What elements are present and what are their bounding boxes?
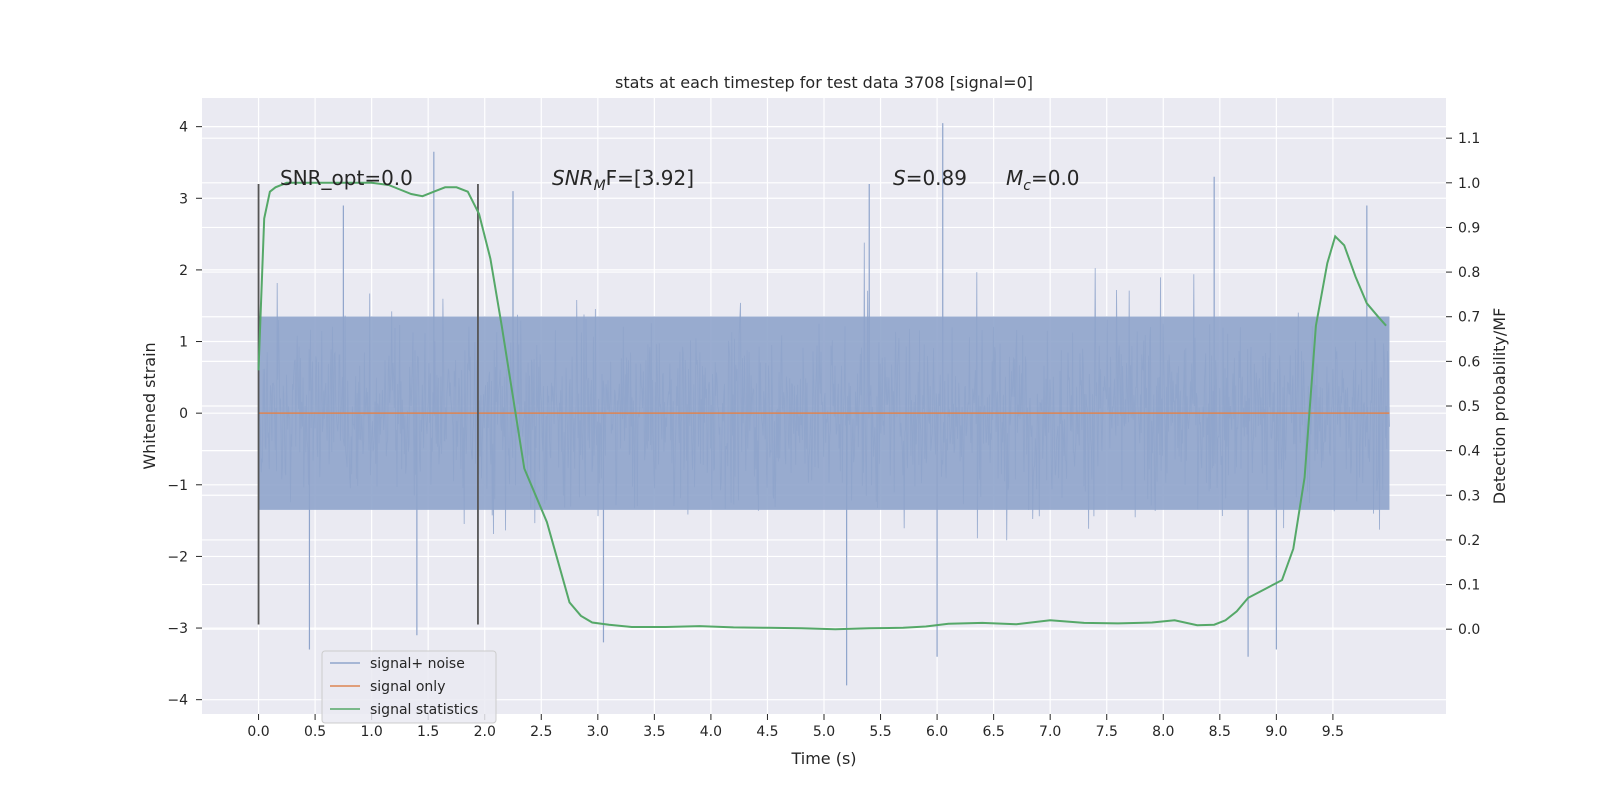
s-annotation: S=0.89: [893, 166, 967, 190]
x-tick-label: 3.0: [587, 724, 609, 740]
right-y-tick-label: 0.6: [1458, 354, 1480, 370]
y-tick-label: −4: [167, 693, 188, 709]
vertical-markers: [257, 183, 479, 625]
right-y-tick-label: 1.0: [1458, 176, 1480, 192]
x-tick-label: 2.0: [474, 724, 496, 740]
right-y-tick-label: 0.7: [1458, 310, 1480, 326]
x-tick-label: 1.5: [417, 724, 439, 740]
x-tick-label: 9.5: [1322, 724, 1344, 740]
x-tick-label: 5.5: [869, 724, 891, 740]
right-y-axis-label: Detection probability/MF: [1490, 308, 1509, 505]
right-y-tick-label: 0.8: [1458, 265, 1480, 281]
legend-label-signal-noise: signal+ noise: [370, 656, 465, 672]
x-tick-label: 8.0: [1152, 724, 1174, 740]
x-tick-label: 8.5: [1209, 724, 1231, 740]
legend: signal+ noise signal only signal statist…: [321, 650, 497, 724]
x-tick-label: 2.5: [530, 724, 552, 740]
snr-mf-annotation: SNRMF=[3.92]: [552, 166, 694, 194]
mc-subscript: c: [1023, 178, 1031, 194]
snr-mf-symbol: SNR: [552, 166, 594, 190]
legend-label-signal-only: signal only: [370, 679, 445, 695]
x-tick-label: 7.0: [1039, 724, 1061, 740]
x-tick-label: 0.0: [247, 724, 269, 740]
mc-symbol: M: [1006, 166, 1023, 190]
right-y-tick-label: 0.9: [1458, 220, 1480, 236]
snr-mf-subscript: M: [594, 178, 606, 194]
snr-opt-annotation: SNR_opt=0.0: [280, 166, 413, 190]
y-tick-label: 3: [179, 191, 188, 207]
legend-box: [321, 650, 497, 724]
x-axis-ticks: 0.0 0.5 1.0 1.5 2.0 2.5 3.0 3.5 4.0 4.5 5.0 5.5 6.0 6…: [247, 714, 1344, 740]
legend-label-signal-statistics: signal statistics: [370, 702, 478, 718]
snr-mf-value: F=[3.92]: [606, 166, 694, 190]
signal-statistics-line: [257, 181, 1387, 631]
x-tick-label: 4.5: [756, 724, 778, 740]
mc-value: =0.0: [1031, 166, 1080, 190]
right-y-tick-label: 0.1: [1458, 578, 1480, 594]
x-axis-label: Time (s): [790, 749, 856, 768]
right-y-tick-label: 1.1: [1458, 131, 1480, 147]
x-tick-label: 0.5: [304, 724, 326, 740]
right-y-tick-label: 0.4: [1458, 444, 1480, 460]
y-tick-label: −3: [167, 621, 188, 637]
right-y-tick-label: 0.2: [1458, 533, 1480, 549]
y-tick-label: 0: [179, 406, 188, 422]
mc-annotation: Mc=0.0: [1006, 166, 1080, 194]
x-tick-label: 3.5: [643, 724, 665, 740]
right-y-tick-label: 0.5: [1458, 399, 1480, 415]
y-tick-label: 4: [179, 120, 188, 136]
x-tick-label: 1.0: [361, 724, 383, 740]
x-tick-label: 7.5: [1096, 724, 1118, 740]
y-axis-label: Whitened strain: [140, 342, 159, 469]
right-y-tick-label: 0.0: [1458, 622, 1480, 638]
y-axis-ticks: 4 3 2 1 0 −1 −2 −3 −4: [167, 120, 202, 709]
x-tick-label: 6.0: [926, 724, 948, 740]
y-tick-label: 1: [179, 335, 188, 351]
y-tick-label: −1: [167, 478, 188, 494]
right-y-tick-label: 0.3: [1458, 488, 1480, 504]
x-tick-label: 5.0: [813, 724, 835, 740]
y-tick-label: −2: [167, 549, 188, 565]
s-value: =0.89: [906, 166, 967, 190]
x-tick-label: 4.0: [700, 724, 722, 740]
x-tick-label: 9.0: [1265, 724, 1287, 740]
y-tick-label: 2: [179, 263, 188, 279]
chart-title: stats at each timestep for test data 370…: [615, 73, 1033, 92]
x-tick-label: 6.5: [983, 724, 1005, 740]
s-symbol: S: [893, 166, 906, 190]
right-y-axis-ticks: 1.1 1.0 0.9 0.8 0.7 0.6 0.5 0.4 0.3 0.2 0.1 0.0: [1446, 131, 1480, 638]
